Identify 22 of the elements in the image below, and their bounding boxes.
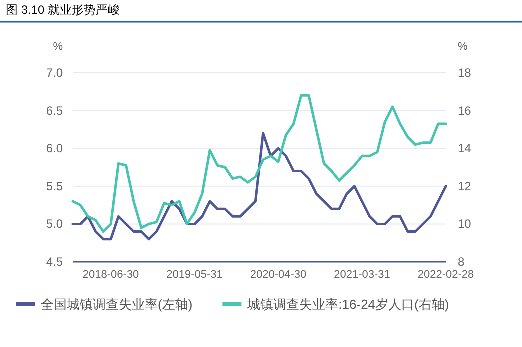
y2-tick-label: 14	[458, 142, 472, 156]
chart-title: 图 3.10 就业形势严峻	[6, 3, 120, 17]
y2-tick-label: 16	[458, 104, 472, 118]
legend-label: 全国城镇调查失业率(左轴)	[41, 297, 193, 312]
y-tick-label: 4.5	[46, 255, 64, 269]
y-tick-label: 7.0	[46, 66, 64, 80]
y-axis-title: %	[53, 41, 64, 53]
y-tick-label: 6.5	[46, 104, 64, 118]
y-tick-label: 6.0	[46, 142, 64, 156]
x-tick-label: 2020-04-30	[250, 269, 307, 281]
x-tick-label: 2021-03-31	[334, 269, 390, 281]
y2-tick-label: 8	[458, 255, 465, 269]
x-tick-label: 2019-05-31	[166, 269, 223, 281]
y2-tick-label: 10	[458, 217, 472, 232]
y-tick-label: 5.5	[46, 179, 64, 194]
legend-label: 城镇调查失业率:16-24岁人口(右轴)	[246, 297, 450, 312]
y-tick-label: 5.0	[46, 217, 64, 232]
x-tick-label: 2018-06-30	[82, 269, 140, 281]
x-tick-label: 2022-02-28	[418, 269, 474, 281]
y2-axis-title: %	[458, 41, 468, 53]
y2-tick-label: 12	[458, 179, 472, 194]
y2-tick-label: 18	[458, 66, 472, 80]
